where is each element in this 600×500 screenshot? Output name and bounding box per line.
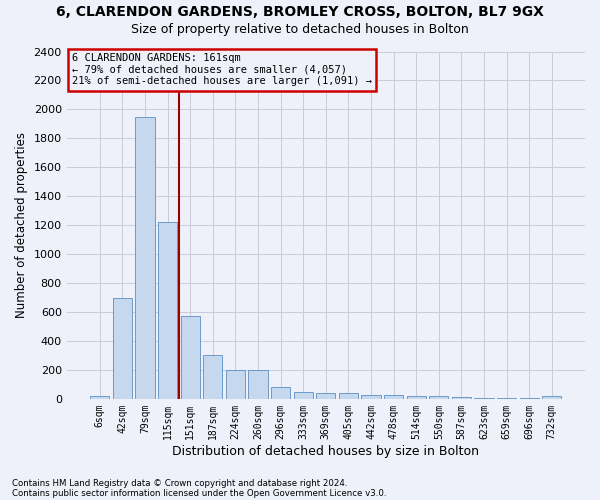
X-axis label: Distribution of detached houses by size in Bolton: Distribution of detached houses by size … xyxy=(172,444,479,458)
Bar xyxy=(452,396,471,399)
Bar xyxy=(429,396,448,399)
Text: Contains HM Land Registry data © Crown copyright and database right 2024.: Contains HM Land Registry data © Crown c… xyxy=(12,478,347,488)
Bar xyxy=(136,116,155,399)
Bar xyxy=(520,398,539,399)
Bar xyxy=(407,396,426,399)
Bar xyxy=(475,398,494,399)
Bar xyxy=(271,388,290,399)
Bar xyxy=(158,222,177,399)
Y-axis label: Number of detached properties: Number of detached properties xyxy=(15,132,28,318)
Text: 6 CLARENDON GARDENS: 161sqm
← 79% of detached houses are smaller (4,057)
21% of : 6 CLARENDON GARDENS: 161sqm ← 79% of det… xyxy=(72,53,372,86)
Bar xyxy=(339,394,358,399)
Bar xyxy=(384,395,403,399)
Text: Contains public sector information licensed under the Open Government Licence v3: Contains public sector information licen… xyxy=(12,488,386,498)
Bar xyxy=(90,396,109,399)
Bar xyxy=(497,398,516,399)
Bar xyxy=(293,392,313,399)
Text: Size of property relative to detached houses in Bolton: Size of property relative to detached ho… xyxy=(131,22,469,36)
Bar xyxy=(361,395,380,399)
Text: 6, CLARENDON GARDENS, BROMLEY CROSS, BOLTON, BL7 9GX: 6, CLARENDON GARDENS, BROMLEY CROSS, BOL… xyxy=(56,5,544,19)
Bar xyxy=(113,298,132,399)
Bar xyxy=(542,396,562,399)
Bar xyxy=(226,370,245,399)
Bar xyxy=(203,354,223,399)
Bar xyxy=(248,370,268,399)
Bar xyxy=(316,393,335,399)
Bar xyxy=(181,316,200,399)
